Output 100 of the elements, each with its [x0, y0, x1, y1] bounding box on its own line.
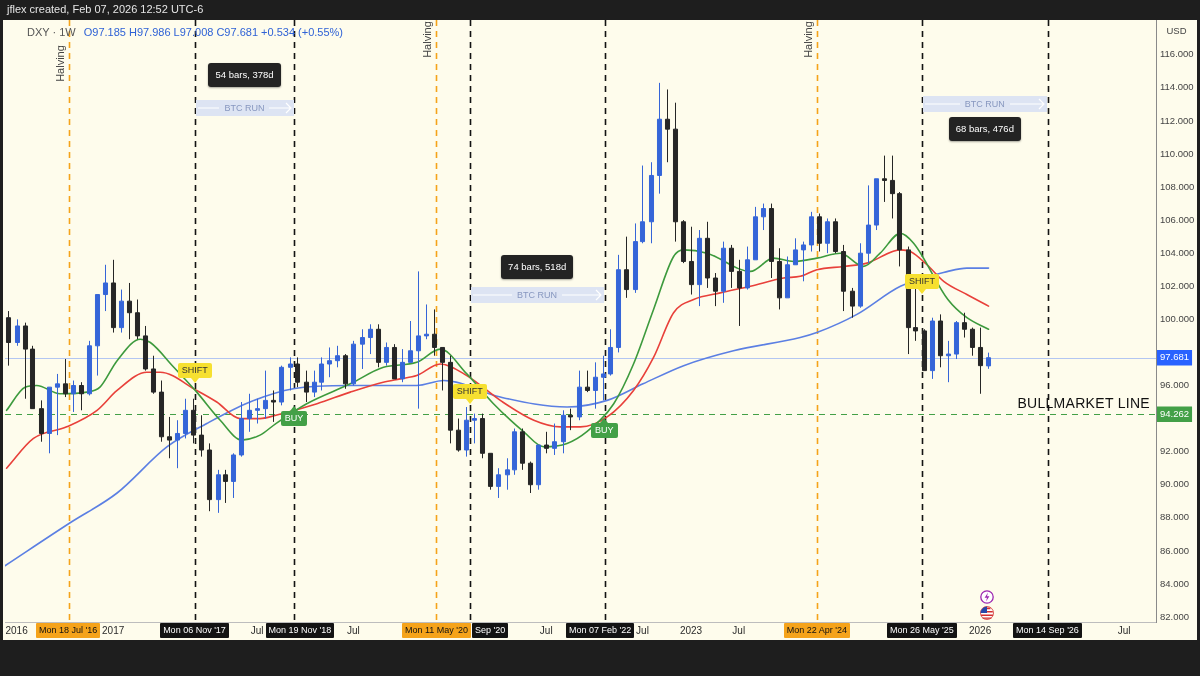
- candlestick: [784, 256, 791, 299]
- candlestick: [881, 155, 888, 203]
- annotation: SHIFT: [177, 362, 212, 378]
- candlestick: [824, 217, 831, 254]
- y-tick-label: 100.000: [1160, 312, 1195, 324]
- candlestick: [576, 370, 583, 421]
- x-tick-label: Jul: [539, 624, 553, 636]
- y-tick-label: 92.000: [1160, 445, 1190, 457]
- x-tick-label: Jul: [250, 624, 264, 636]
- y-tick-label: 110.000: [1160, 147, 1194, 159]
- candlestick: [639, 165, 646, 244]
- candlestick: [94, 294, 101, 377]
- candlestick: [359, 328, 366, 370]
- y-tick-label: 84.000: [1160, 577, 1190, 589]
- candlestick: [182, 398, 189, 439]
- candlestick: [318, 356, 325, 391]
- candlestick: [511, 428, 518, 476]
- candlestick: [800, 241, 807, 282]
- candlestick: [238, 401, 245, 458]
- candlestick: [367, 323, 374, 355]
- ref-line-label: Mon 14 Sep '26: [1013, 623, 1082, 638]
- candlestick: [174, 419, 181, 469]
- candlestick: [535, 444, 542, 491]
- candlestick: [664, 88, 671, 163]
- y-tick-label: 88.000: [1160, 511, 1190, 523]
- candlestick: [270, 389, 277, 423]
- candlestick: [672, 102, 679, 243]
- candlestick: [455, 418, 462, 453]
- candlestick: [166, 416, 173, 459]
- candlestick: [198, 414, 205, 458]
- ref-line-label: BULLMARKET LINE: [1017, 395, 1150, 412]
- y-tick-label: 86.000: [1160, 544, 1190, 556]
- candlestick: [752, 206, 759, 261]
- candlestick: [808, 211, 815, 253]
- candlestick: [158, 380, 165, 443]
- ref-line-label: Mon 19 Nov '18: [265, 623, 335, 638]
- candlestick: [142, 325, 149, 372]
- candlestick: [615, 254, 622, 353]
- candlestick: [543, 431, 550, 454]
- candlestick: [14, 318, 21, 347]
- y-tick-label: 112.000: [1160, 114, 1194, 126]
- ref-line-label: Mon 26 May '25: [887, 623, 957, 638]
- candlestick: [303, 370, 310, 403]
- candlestick: [5, 310, 12, 367]
- candlestick: [334, 345, 341, 368]
- x-tick-label: Jul: [347, 624, 360, 636]
- y-axis-title: USD: [1165, 25, 1188, 36]
- candlestick: [134, 299, 141, 340]
- x-tick-label: 2023: [679, 624, 703, 636]
- candlestick: [62, 358, 69, 398]
- candlestick: [262, 370, 269, 420]
- y-tick-label: 97.681: [1160, 351, 1190, 363]
- candlestick: [744, 246, 751, 291]
- candlestick: [656, 82, 663, 195]
- candlestick: [592, 361, 599, 410]
- y-tick-label: 82.000: [1160, 610, 1190, 622]
- candlestick: [688, 226, 695, 296]
- y-tick-label: 108.000: [1160, 180, 1195, 192]
- candlestick: [607, 328, 614, 377]
- candlestick: [977, 327, 984, 395]
- candlestick: [311, 370, 318, 398]
- annotation: BUY: [280, 411, 308, 427]
- candlestick: [969, 327, 976, 357]
- candlestick: [696, 229, 703, 307]
- candlestick: [623, 236, 630, 299]
- annotation: Halving: [421, 21, 435, 59]
- candlestick: [792, 237, 799, 266]
- candlestick: [728, 244, 735, 289]
- candlestick: [294, 356, 301, 388]
- candlestick: [391, 343, 398, 380]
- candlestick: [937, 313, 944, 368]
- ref-line-label: Mon 22 Apr '24: [783, 623, 851, 638]
- candlestick: [326, 346, 333, 378]
- candlestick: [471, 413, 478, 444]
- candlestick: [407, 320, 414, 363]
- candlestick: [22, 322, 29, 400]
- x-tick-label: 2017: [102, 624, 125, 636]
- annotation: BTC RUN: [219, 101, 270, 114]
- annotation: BTC RUN: [512, 288, 563, 301]
- y-tick-label: 90.000: [1160, 478, 1190, 490]
- candlestick: [487, 452, 494, 491]
- candlestick: [439, 346, 446, 391]
- candlestick: [479, 413, 486, 459]
- candlestick: [278, 365, 285, 406]
- ref-line-label: Mon 11 May '20: [401, 623, 472, 638]
- candlestick: [102, 264, 109, 312]
- candlestick: [632, 222, 639, 294]
- annotation: 68 bars, 476d: [948, 117, 1021, 142]
- annotation: Halving: [801, 21, 815, 59]
- candlestick: [816, 213, 823, 253]
- candlestick: [46, 386, 53, 454]
- x-tick-label: Jul: [1117, 624, 1131, 636]
- candlestick: [857, 242, 864, 309]
- candlestick: [78, 381, 85, 411]
- candlestick: [961, 312, 968, 339]
- candlestick: [600, 355, 607, 401]
- line-series: [5, 249, 990, 469]
- candlestick: [865, 184, 872, 264]
- candlestick: [527, 461, 534, 494]
- candlestick: [912, 287, 919, 342]
